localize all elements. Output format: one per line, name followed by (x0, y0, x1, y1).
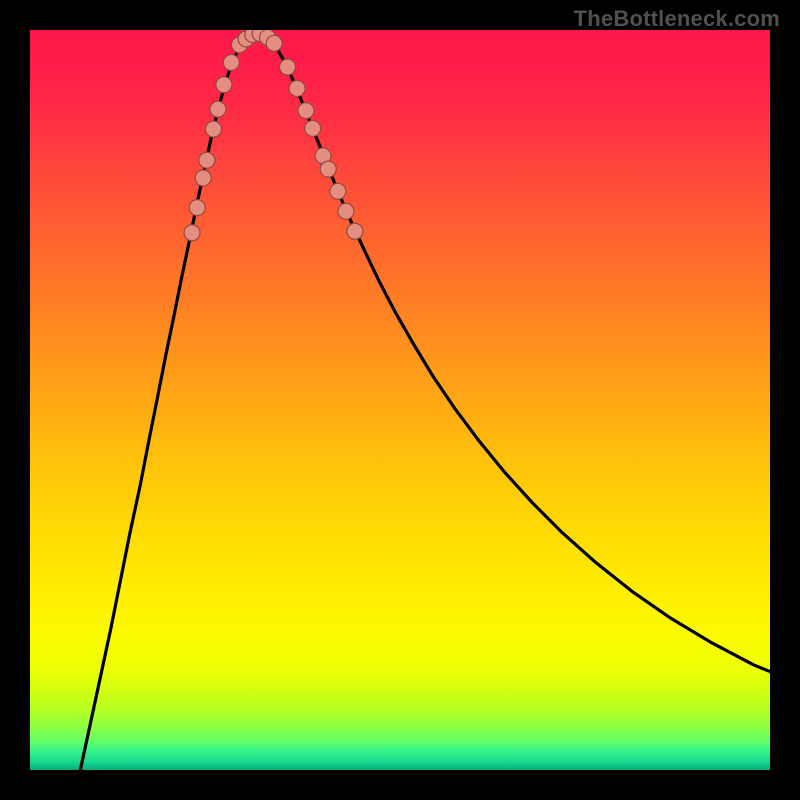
data-marker (289, 80, 305, 96)
data-marker (223, 55, 239, 71)
data-marker (189, 200, 205, 216)
data-marker (199, 152, 215, 168)
data-marker (266, 35, 282, 51)
data-marker (195, 170, 211, 186)
data-marker (298, 103, 314, 119)
data-marker (305, 120, 321, 136)
data-marker (320, 161, 336, 177)
data-marker (210, 101, 226, 117)
data-marker (184, 225, 200, 241)
plot-area (30, 30, 770, 770)
data-marker (347, 223, 363, 239)
data-marker (338, 203, 354, 219)
data-marker (280, 59, 296, 75)
data-marker (216, 77, 232, 93)
data-marker (330, 183, 346, 199)
gradient-background (30, 30, 770, 770)
chart-svg (30, 30, 770, 770)
watermark-text: TheBottleneck.com (574, 6, 780, 32)
data-marker (206, 121, 222, 137)
